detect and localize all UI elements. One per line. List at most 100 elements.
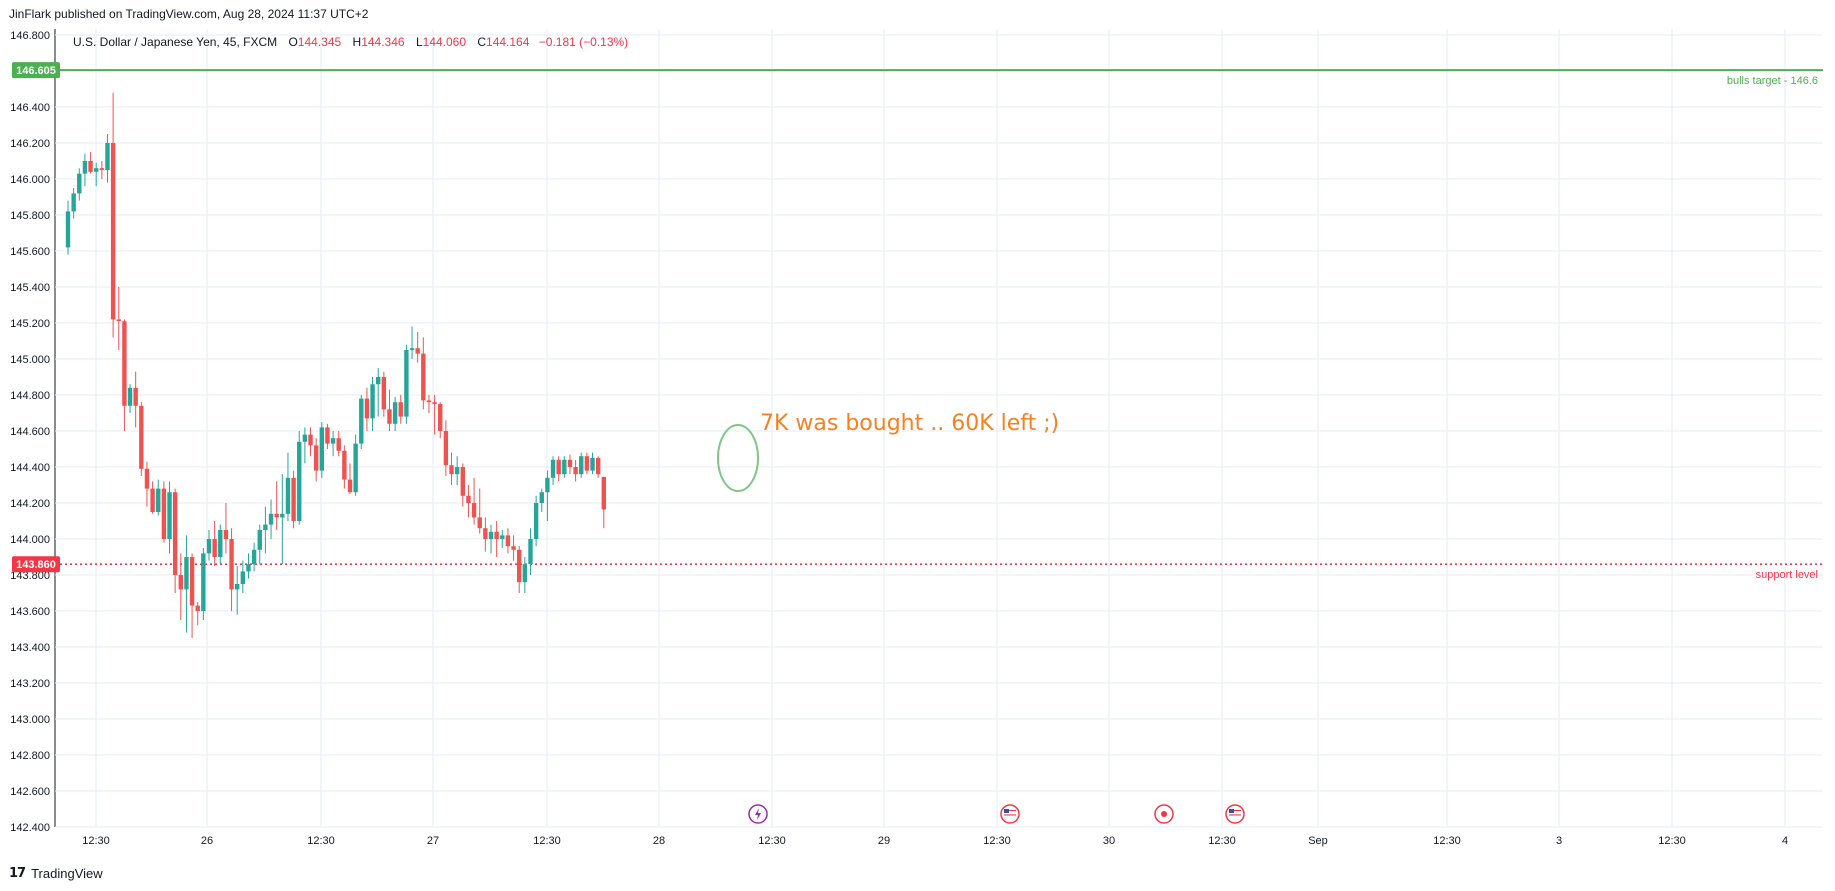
candle-body xyxy=(308,434,313,446)
y-tick-label: 143.200 xyxy=(10,678,50,690)
candle-body xyxy=(223,530,229,539)
candle-body xyxy=(206,539,212,554)
change-value: −0.181 (−0.13%) xyxy=(538,35,629,49)
y-tick-label: 145.200 xyxy=(10,318,50,330)
target-line-label: bulls target - 146.6 xyxy=(1727,75,1818,87)
candle-body xyxy=(218,530,223,557)
candle-body xyxy=(370,384,375,419)
y-tick-label: 146.000 xyxy=(10,174,50,186)
x-tick-label: 3 xyxy=(1556,835,1562,847)
candle-body xyxy=(122,321,127,406)
candle-body xyxy=(511,546,516,550)
x-tick-label: Sep xyxy=(1308,835,1328,847)
y-tick-label: 146.200 xyxy=(10,138,50,150)
candle-body xyxy=(263,524,268,530)
chart-grid xyxy=(54,29,1823,828)
lightning-glyph xyxy=(755,808,761,820)
flag-stripe xyxy=(1229,816,1241,818)
y-tick-label: 145.600 xyxy=(10,246,50,258)
x-tick-label: 12:30 xyxy=(758,835,786,847)
brand-name[interactable]: TradingView xyxy=(31,866,103,881)
candle-body xyxy=(156,488,161,512)
publisher-line: JinFlark published on TradingView.com, A… xyxy=(9,7,369,21)
candle-body xyxy=(595,458,601,475)
low-value: 144.060 xyxy=(422,35,467,49)
y-tick-label: 142.600 xyxy=(10,786,50,798)
candle-body xyxy=(556,459,561,475)
candle-body xyxy=(567,459,573,467)
candle-body xyxy=(268,513,274,525)
candle-body xyxy=(584,456,590,471)
open-label: O xyxy=(288,35,298,49)
candle-body xyxy=(94,168,99,172)
annotation-note: 7K was bought .. 60K left ;) xyxy=(760,411,1059,436)
candle-body xyxy=(477,517,482,529)
y-tick-label: 144.600 xyxy=(10,426,50,438)
high-value: 144.346 xyxy=(361,35,405,49)
candle-body xyxy=(285,477,291,514)
candle-body xyxy=(443,431,449,466)
event-markers xyxy=(748,804,1245,824)
candle-body xyxy=(466,495,471,503)
candle-body xyxy=(517,549,522,583)
candle-body xyxy=(178,575,183,590)
candle-body xyxy=(421,353,426,401)
candle-body xyxy=(325,427,330,444)
us-flag-icon xyxy=(1225,804,1245,824)
price-axis-tag xyxy=(12,62,60,79)
candle-body xyxy=(172,492,178,575)
candle-body xyxy=(297,441,302,521)
candle-body xyxy=(161,488,167,539)
candle-body xyxy=(110,143,116,320)
record-dot xyxy=(1161,811,1167,817)
candle-body xyxy=(88,161,93,172)
symbol-name[interactable]: U.S. Dollar / Japanese Yen, 45, FXCM xyxy=(73,35,278,49)
candle-body xyxy=(201,553,206,611)
flag-stripe xyxy=(1229,812,1241,814)
candles xyxy=(65,92,606,638)
y-tick-label: 144.200 xyxy=(10,498,50,510)
candle-body xyxy=(522,564,528,583)
y-tick-label: 142.800 xyxy=(10,750,50,762)
candle-body xyxy=(505,535,511,547)
candle-body xyxy=(313,445,319,471)
tradingview-logo-icon[interactable]: 17 xyxy=(9,866,26,881)
candle-body xyxy=(579,456,584,475)
candle-body xyxy=(539,492,544,503)
footer: 17 TradingView xyxy=(9,866,103,881)
candle-body xyxy=(471,503,477,518)
y-tick-label: 143.800 xyxy=(10,570,50,582)
x-tick-label: 12:30 xyxy=(307,835,335,847)
candle-body xyxy=(573,467,578,475)
x-tick-label: 12:30 xyxy=(983,835,1011,847)
candle-body xyxy=(319,427,324,471)
axis-ticks: 146.800 146.400 146.200 146.000 145.800 145.6… xyxy=(10,30,1788,847)
candle-body xyxy=(330,438,336,444)
candle-body xyxy=(274,513,279,518)
candle-body xyxy=(99,168,105,170)
candle-body xyxy=(116,319,121,322)
y-tick-label: 145.800 xyxy=(10,210,50,222)
candle-body xyxy=(342,450,347,480)
candle-body xyxy=(235,584,240,590)
candle-body xyxy=(381,377,387,410)
x-tick-label: 30 xyxy=(1103,835,1115,847)
candle-body xyxy=(65,211,71,248)
candle-body xyxy=(432,402,437,404)
candle-body xyxy=(240,571,246,584)
x-tick-label: 12:30 xyxy=(1433,835,1461,847)
close-value: 144.164 xyxy=(486,35,530,49)
candle-body xyxy=(133,387,138,406)
x-tick-label: 12:30 xyxy=(533,835,561,847)
flag-stripe xyxy=(1004,814,1016,816)
candle-body xyxy=(483,528,488,539)
x-tick-label: 12:30 xyxy=(1208,835,1236,847)
flag-stripe xyxy=(1229,814,1241,816)
candle-body xyxy=(139,405,144,469)
candle-body xyxy=(353,443,358,493)
y-tick-label: 143.400 xyxy=(10,642,50,654)
candle-body xyxy=(601,476,606,510)
candle-body xyxy=(71,193,76,212)
candle-body xyxy=(550,459,556,478)
